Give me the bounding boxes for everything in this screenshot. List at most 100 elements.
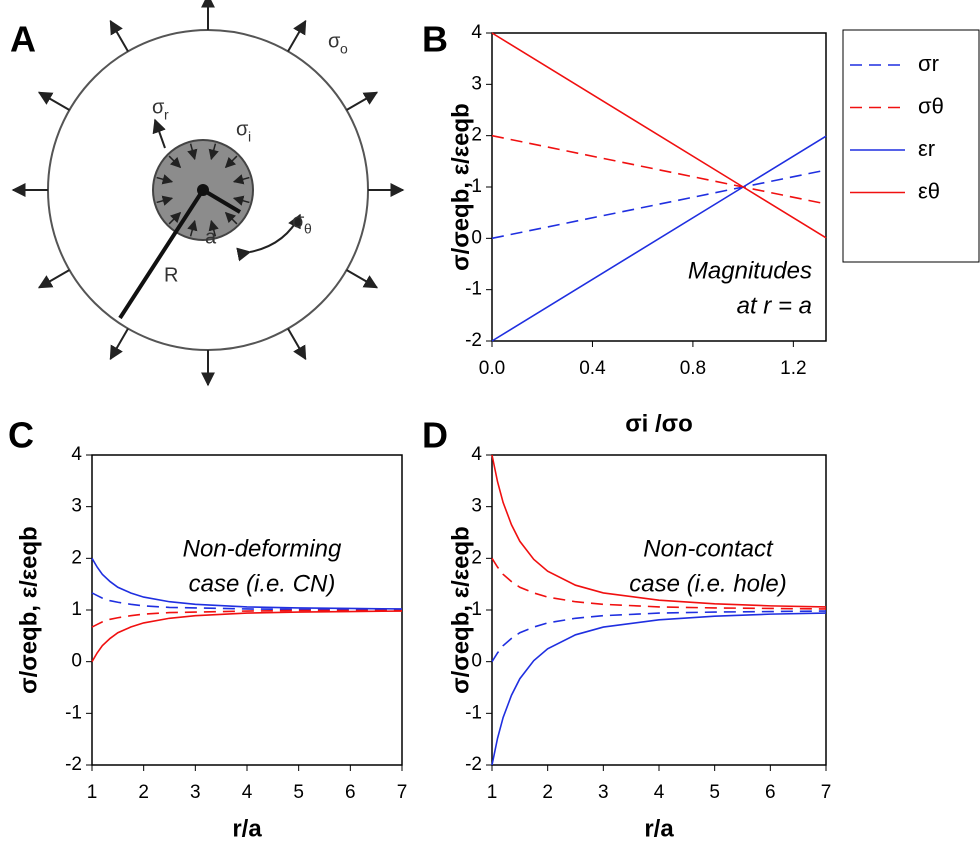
inner-arrow <box>168 211 182 225</box>
x-tick-label: 3 <box>598 782 609 803</box>
panel-label: C <box>8 415 34 456</box>
x-tick-label: 0.4 <box>579 358 606 379</box>
y-axis-label: σ/σeqb, ε/εeqb <box>447 103 474 271</box>
plot-frame <box>491 454 827 766</box>
arc-arrow <box>236 213 301 262</box>
y-tick-label: -1 <box>465 279 482 300</box>
x-tick-label: 1 <box>87 782 98 803</box>
arrow <box>152 118 166 149</box>
x-tick-label: 6 <box>765 782 776 803</box>
inner-arrow <box>168 155 182 169</box>
panel-label: B <box>422 19 448 60</box>
annotation: Non-contact <box>643 535 774 562</box>
y-tick-label: 2 <box>471 125 482 146</box>
x-tick-label: 4 <box>242 782 253 803</box>
diagram-label-sub: o <box>340 41 348 57</box>
outer-arrow <box>346 269 379 289</box>
y-tick-label: 1 <box>471 599 482 620</box>
series-line <box>491 454 827 608</box>
outer-arrow <box>287 19 307 52</box>
y-tick-label: 4 <box>71 444 82 465</box>
legend-label: σθ <box>918 93 944 118</box>
radius-R <box>118 188 205 320</box>
legend-label: εr <box>918 136 935 161</box>
outer-arrow <box>37 91 70 111</box>
y-tick-label: 2 <box>471 547 482 568</box>
series-line <box>491 610 827 663</box>
diagram-label-sub: θ <box>304 221 312 237</box>
x-tick-label: 5 <box>709 782 720 803</box>
x-axis-label: r/a <box>644 815 674 842</box>
y-tick-label: -1 <box>465 702 482 723</box>
y-tick-label: 4 <box>471 444 482 465</box>
y-tick-label: 0 <box>71 651 82 672</box>
series-line <box>491 612 827 766</box>
x-tick-label: 2 <box>138 782 149 803</box>
series-line <box>491 134 827 205</box>
annotation: Non-deforming <box>183 535 342 562</box>
y-tick-label: 3 <box>471 73 482 94</box>
outer-arrow <box>346 91 379 111</box>
y-tick-label: 2 <box>71 547 82 568</box>
x-tick-label: 0.0 <box>479 358 505 379</box>
y-tick-label: 3 <box>71 496 82 517</box>
outer-arrow <box>287 328 307 361</box>
inner-arrow <box>156 195 174 206</box>
series-line <box>91 592 402 611</box>
x-tick-label: 4 <box>654 782 665 803</box>
series-line <box>491 32 827 239</box>
outer-arrow <box>37 269 70 289</box>
diagram-label: σ <box>152 96 165 118</box>
x-tick-label: 0.8 <box>680 358 706 379</box>
annotation: Magnitudes <box>688 257 812 284</box>
y-tick-label: 1 <box>471 176 482 197</box>
x-tick-label: 1.2 <box>780 358 806 379</box>
panel-label: D <box>422 415 448 456</box>
annotation: at r = a <box>737 292 812 319</box>
annotation: case (i.e. hole) <box>629 570 786 597</box>
outer-arrow <box>109 19 129 52</box>
y-tick-label: 4 <box>471 22 482 43</box>
y-tick-label: -2 <box>65 754 82 775</box>
y-tick-label: 0 <box>471 227 482 248</box>
inner-arrow <box>187 143 198 161</box>
legend-label: εθ <box>918 178 940 203</box>
y-tick-label: -2 <box>465 330 482 351</box>
inner-arrow <box>187 219 198 237</box>
diagram-label: a <box>205 226 217 248</box>
inner-arrow <box>232 195 250 206</box>
x-tick-label: 7 <box>821 782 832 803</box>
inner-arrow <box>208 219 219 237</box>
diagram: A σ oσ rσ iσ θaR <box>10 0 405 387</box>
series-line <box>491 169 827 240</box>
legend-box <box>842 29 980 263</box>
x-axis-label: r/a <box>232 815 262 842</box>
diagram-label-sub: i <box>248 129 251 145</box>
x-tick-label: 1 <box>487 782 498 803</box>
panel-label: A <box>10 19 36 60</box>
diagram-label-sub: r <box>164 107 169 123</box>
radius-a <box>201 188 242 214</box>
series-line <box>491 557 827 610</box>
y-tick-label: -2 <box>465 754 482 775</box>
series-line <box>91 609 402 628</box>
inner-arrow <box>224 211 238 225</box>
x-tick-label: 5 <box>293 782 304 803</box>
inner-arrow <box>208 143 219 161</box>
x-axis-label: σi /σo <box>625 410 693 437</box>
inner-arrow <box>232 174 250 185</box>
y-axis-label: σ/σeqb, ε/εeqb <box>15 526 42 694</box>
diagram-label: σ <box>292 210 305 232</box>
x-tick-label: 2 <box>542 782 553 803</box>
y-tick-label: 0 <box>471 651 482 672</box>
x-tick-label: 6 <box>345 782 356 803</box>
series-line <box>91 557 403 610</box>
y-tick-label: -1 <box>65 702 82 723</box>
annotation: case (i.e. CN) <box>189 570 336 597</box>
outer-arrow <box>109 328 129 361</box>
diagram-label: σ <box>328 30 341 52</box>
inner-arrow <box>156 174 174 185</box>
x-tick-label: 7 <box>397 782 408 803</box>
legend-label: σr <box>918 51 939 76</box>
